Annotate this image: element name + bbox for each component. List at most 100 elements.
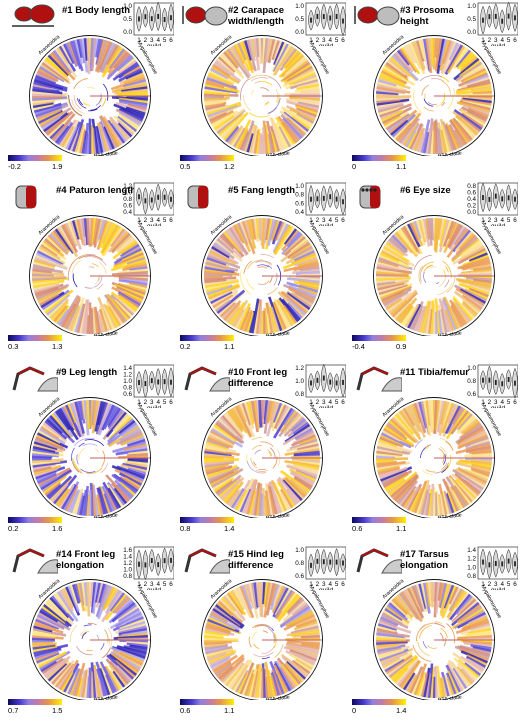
y-tick-label: 1.0 xyxy=(295,378,304,385)
y-tick-label: 0.8 xyxy=(295,391,304,398)
color-scale-bar: 0.6 1.1 xyxy=(352,517,414,535)
color-scale-min: 0.6 xyxy=(352,524,363,533)
x-tick-label: 5 xyxy=(507,399,511,406)
color-scale-min: -0.4 xyxy=(352,342,365,351)
x-tick-label: 3 xyxy=(150,217,154,224)
clade-label: RTA-clade xyxy=(438,330,463,336)
color-scale-min: 0 xyxy=(352,706,357,715)
spider-eye-icon xyxy=(359,185,381,209)
color-scale-max: 1.1 xyxy=(224,706,235,715)
clade-label: RTA-clade xyxy=(266,150,291,156)
guild-axis-label: guild xyxy=(491,223,506,226)
x-tick-label: 4 xyxy=(328,37,332,44)
x-tick-label: 4 xyxy=(500,581,504,588)
guild-axis-label: guild xyxy=(147,587,162,590)
y-tick-label: 0.4 xyxy=(123,209,132,216)
color-scale-min: 0.7 xyxy=(8,706,19,715)
y-tick-label: 0.0 xyxy=(123,29,132,36)
x-tick-label: 5 xyxy=(163,37,167,44)
spider-paturon-icon xyxy=(15,185,37,209)
x-tick-label: 5 xyxy=(335,217,339,224)
x-tick-label: 6 xyxy=(341,217,345,224)
spider-leg-icon xyxy=(12,366,58,392)
x-tick-label: 2 xyxy=(144,399,148,406)
x-tick-label: 4 xyxy=(500,399,504,406)
color-gradient xyxy=(8,517,62,523)
panel-title: #2 Carapace width/length xyxy=(228,5,284,27)
x-tick-label: 4 xyxy=(156,217,160,224)
y-tick-label: 1.6 xyxy=(123,547,132,554)
panel-title-line: width/length xyxy=(228,15,284,27)
guild-axis-label: guild xyxy=(319,223,334,226)
y-tick-label: 0.5 xyxy=(467,16,476,23)
x-tick-label: 2 xyxy=(488,37,492,44)
color-scale-bar: -0.4 0.9 xyxy=(352,335,414,353)
x-tick-label: 4 xyxy=(328,217,332,224)
x-tick-label: 1 xyxy=(481,581,485,588)
x-tick-label: 5 xyxy=(163,581,167,588)
panel-title-line: #5 Fang length xyxy=(228,185,296,196)
spider-body-icon xyxy=(12,4,55,27)
x-tick-label: 5 xyxy=(163,399,167,406)
x-tick-label: 6 xyxy=(513,399,517,406)
panel-title-line: #11 Tibia/femur xyxy=(400,367,469,378)
panel-title-line: elongation xyxy=(56,559,105,571)
color-scale-bar: 0.7 1.5 xyxy=(8,699,70,717)
color-scale-max: 1.4 xyxy=(396,706,407,715)
x-tick-label: 4 xyxy=(156,399,160,406)
x-tick-label: 5 xyxy=(507,581,511,588)
x-tick-label: 4 xyxy=(328,581,332,588)
x-tick-label: 6 xyxy=(169,581,173,588)
x-tick-label: 5 xyxy=(507,37,511,44)
x-tick-label: 6 xyxy=(513,581,517,588)
y-tick-label: 1.0 xyxy=(467,3,476,10)
color-scale-bar: 0.3 1.3 xyxy=(8,335,70,353)
guild-axis-label: guild xyxy=(491,587,506,590)
clade-label: RTA-clade xyxy=(438,512,463,518)
guild-axis-label: guild xyxy=(147,223,162,226)
color-scale-min: 0 xyxy=(352,162,357,171)
color-scale-min: 0.2 xyxy=(180,342,191,351)
panel-title-line: elongation xyxy=(400,559,449,571)
x-tick-label: 1 xyxy=(309,399,313,406)
color-scale-min: 0.2 xyxy=(8,524,19,533)
y-tick-label: 0.4 xyxy=(467,196,476,203)
clade-label: RTA-clade xyxy=(438,694,463,700)
clade-label: RTA-clade xyxy=(94,330,119,336)
color-scale-bar: -0.2 1.9 xyxy=(8,155,70,173)
panel-title: #10 Front leg difference xyxy=(228,367,287,389)
color-scale-bar: 0.5 1.2 xyxy=(180,155,242,173)
color-scale-min: 0.3 xyxy=(8,342,19,351)
panel-title: #14 Front leg elongation xyxy=(56,549,115,571)
spider-carapace-icon xyxy=(182,6,228,26)
y-tick-label: 0.8 xyxy=(123,196,132,203)
x-tick-label: 4 xyxy=(500,37,504,44)
x-tick-label: 3 xyxy=(494,581,498,588)
color-gradient xyxy=(180,335,234,341)
x-tick-label: 2 xyxy=(488,399,492,406)
x-tick-label: 2 xyxy=(144,581,148,588)
trait-panel: #14 Front leg elongation 1.6 1.4 1.2 1.0 0.8 1 2… xyxy=(4,544,176,722)
color-scale-max: 1.1 xyxy=(396,524,407,533)
x-tick-label: 1 xyxy=(137,399,141,406)
color-gradient xyxy=(352,155,406,161)
y-tick-label: 0.8 xyxy=(467,378,476,385)
panel-title: #4 Paturon length xyxy=(56,185,136,197)
y-tick-label: 0.6 xyxy=(295,200,304,207)
color-scale-min: -0.2 xyxy=(8,162,21,171)
color-scale-max: 1.1 xyxy=(224,342,235,351)
color-gradient xyxy=(8,335,62,341)
x-tick-label: 1 xyxy=(137,581,141,588)
